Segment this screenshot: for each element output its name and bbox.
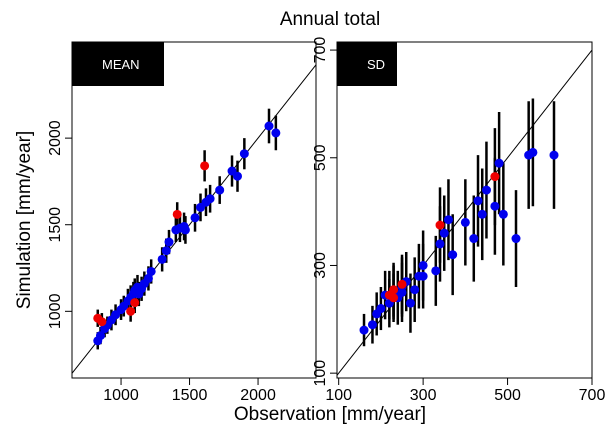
point <box>490 201 500 211</box>
point <box>232 171 242 181</box>
point <box>359 325 369 335</box>
point <box>494 158 504 168</box>
point <box>418 260 428 270</box>
point <box>164 237 174 247</box>
point <box>435 220 445 230</box>
point <box>443 215 453 225</box>
point <box>439 228 449 238</box>
point <box>405 298 415 308</box>
point <box>215 185 225 195</box>
y-tick-label: 1500 <box>47 207 64 243</box>
x-tick-label: 500 <box>494 387 521 404</box>
point <box>431 266 441 276</box>
x-tick-label: 1000 <box>103 387 139 404</box>
chart-title: Annual total <box>280 9 380 30</box>
point <box>95 331 105 341</box>
point <box>146 266 156 276</box>
panel-frame <box>336 41 593 379</box>
point <box>200 161 210 171</box>
panel-frame <box>71 41 317 379</box>
point <box>271 128 281 138</box>
y-tick-label: 500 <box>312 144 329 171</box>
y-tick-label: 700 <box>312 37 329 64</box>
x-tick-label: 300 <box>410 387 437 404</box>
point <box>157 254 167 264</box>
y-tick-label: 1000 <box>47 293 64 329</box>
point <box>143 273 153 283</box>
x-tick-label: 1500 <box>172 387 208 404</box>
point <box>473 196 483 206</box>
plot-area <box>72 64 316 374</box>
y-tick-label: 300 <box>312 252 329 279</box>
point <box>418 271 428 281</box>
point <box>367 320 377 330</box>
panel-label-box <box>337 42 397 86</box>
x-tick-label: 2000 <box>240 387 276 404</box>
point <box>376 304 386 314</box>
point <box>205 194 215 204</box>
point <box>469 234 479 244</box>
point <box>481 185 491 195</box>
point <box>410 285 420 295</box>
point <box>180 225 190 235</box>
point <box>397 287 407 297</box>
point <box>130 298 140 308</box>
x-tick-label: 700 <box>579 387 606 404</box>
point <box>239 149 249 159</box>
x-axis-label: Observation [mm/year] <box>234 404 426 425</box>
y-tick-label: 100 <box>312 360 329 387</box>
panel-label: MEAN <box>102 57 140 72</box>
point <box>161 246 171 256</box>
point <box>389 285 399 295</box>
point <box>389 293 399 303</box>
point <box>97 317 107 327</box>
point <box>190 213 200 223</box>
point <box>511 234 521 244</box>
point <box>477 209 487 219</box>
point <box>498 209 508 219</box>
panel-label: SD <box>367 57 385 72</box>
point <box>397 279 407 289</box>
point <box>448 250 458 260</box>
panel-label-box <box>72 42 164 86</box>
point <box>435 239 445 249</box>
y-tick-label: 2000 <box>47 120 64 156</box>
point <box>549 150 559 160</box>
y-axis-label: Simulation [mm/year] <box>14 131 35 309</box>
point <box>490 172 500 182</box>
plot-area <box>337 49 592 376</box>
point <box>460 217 470 227</box>
point <box>172 209 182 219</box>
point <box>126 306 136 316</box>
point <box>528 147 538 157</box>
point <box>264 121 274 131</box>
x-tick-label: 100 <box>325 387 352 404</box>
